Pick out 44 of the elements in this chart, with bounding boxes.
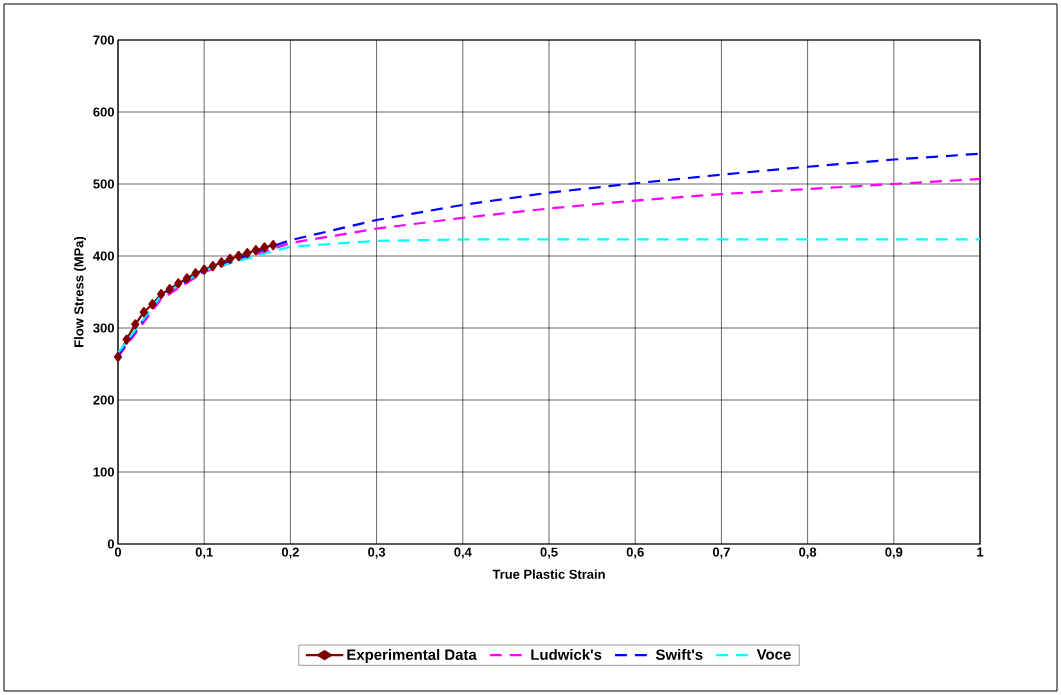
point: [260, 242, 269, 253]
x-tick-label: 0,9: [885, 547, 903, 559]
x-tick-label: 0,3: [368, 547, 386, 559]
y-tick-label: 500: [93, 179, 114, 189]
point: [122, 334, 131, 345]
x-tick-label: 0,7: [712, 547, 730, 559]
y-tick-label: 200: [93, 395, 114, 405]
y-tick-label: 700: [93, 35, 114, 45]
point: [234, 250, 243, 262]
point: [225, 253, 235, 264]
point: [182, 273, 192, 284]
legend-label: Ludwick's: [531, 648, 602, 660]
y-axis-title: Flow Stress (MPa): [73, 236, 87, 347]
x-tick-label: 0,8: [799, 547, 817, 559]
x-tick-label: 0: [114, 547, 122, 557]
point: [148, 299, 157, 310]
point: [113, 351, 123, 362]
x-tick-label: 0,1: [195, 547, 213, 559]
y-tick-label: 0: [107, 539, 114, 549]
point: [174, 278, 183, 289]
y-tick-label: 300: [93, 323, 114, 333]
x-tick-label: 1: [977, 547, 984, 557]
point: [243, 248, 252, 259]
point: [269, 240, 278, 251]
legend-label: Voce: [756, 649, 791, 660]
x-axis-title: True Plastic Strain: [492, 569, 605, 579]
point: [139, 307, 148, 318]
x-tick-label: 0,4: [454, 547, 472, 559]
legend-label: Experimental Data: [347, 648, 477, 663]
point: [208, 261, 217, 272]
y-tick-label: 600: [93, 107, 114, 117]
point: [251, 245, 261, 256]
y-tick-label: 100: [93, 467, 114, 477]
point: [217, 257, 226, 268]
x-tick-label: 0,6: [626, 547, 644, 559]
point: [131, 319, 140, 330]
point: [165, 284, 174, 295]
x-tick-label: 0,2: [281, 547, 299, 559]
legend-label: Swift's: [655, 648, 703, 660]
point: [191, 268, 200, 279]
x-tick-label: 0,5: [540, 547, 558, 559]
y-tick-label: 400: [93, 251, 114, 261]
point: [200, 264, 209, 275]
point: [157, 289, 166, 300]
